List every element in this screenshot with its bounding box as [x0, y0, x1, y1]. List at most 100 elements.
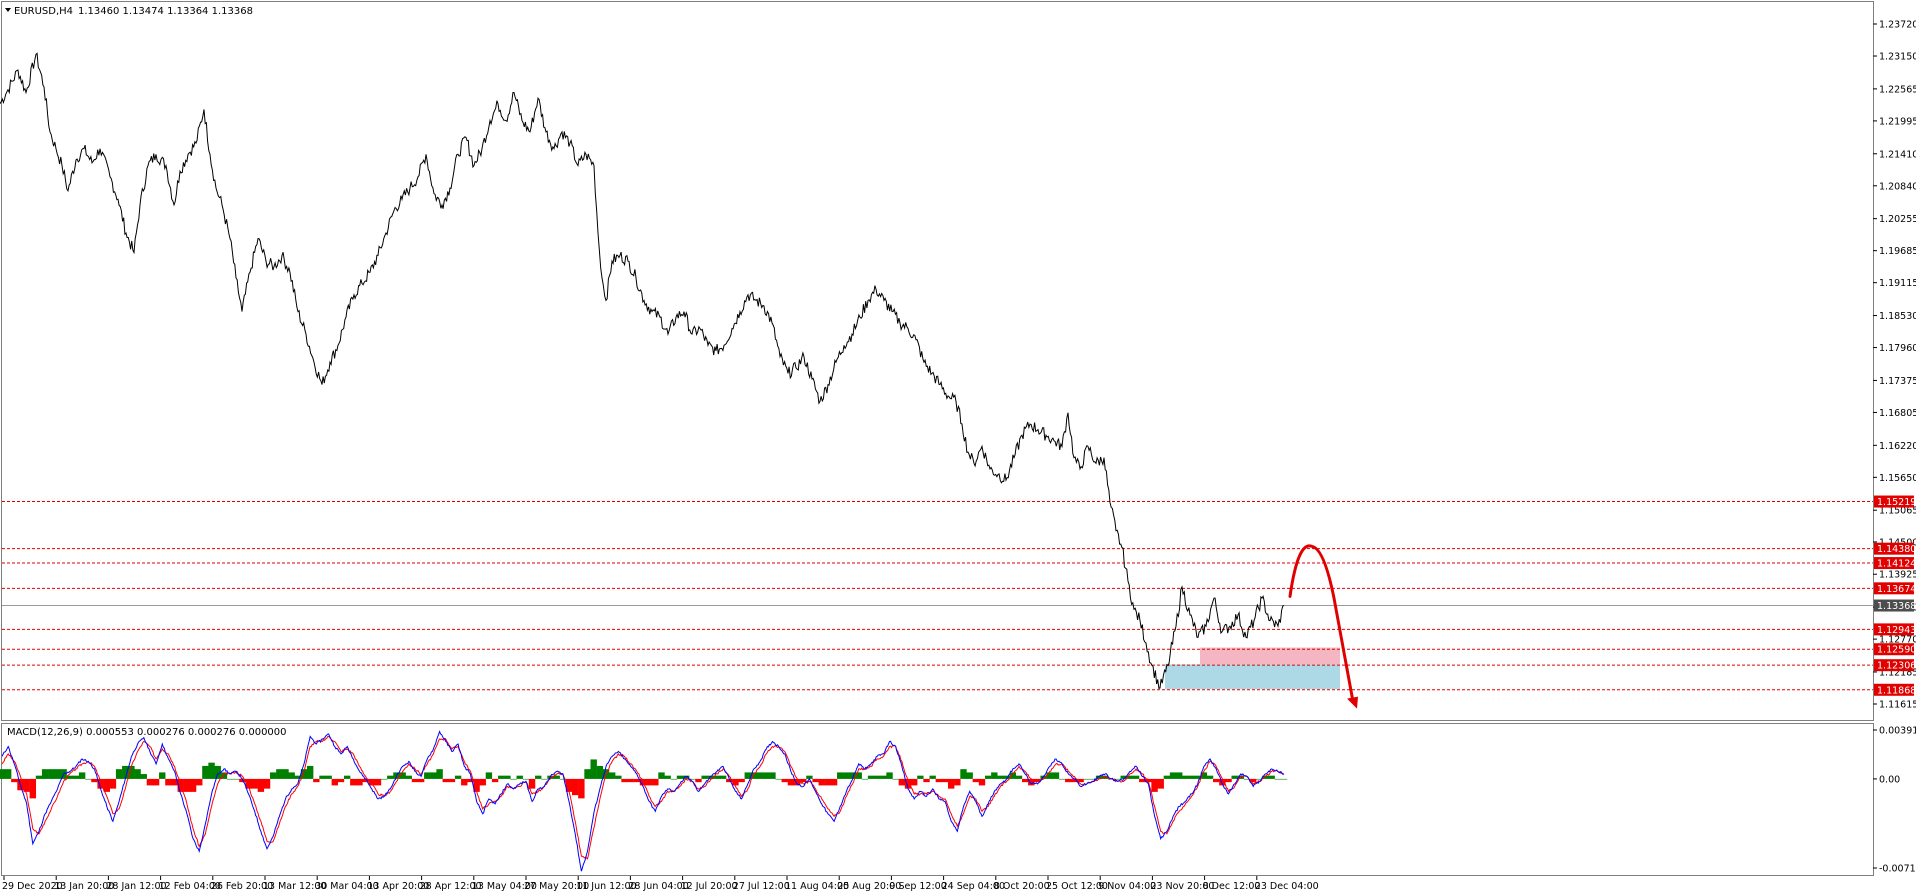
macd-histogram-bar	[1213, 778, 1220, 783]
price-tick-label: 1.20840	[1879, 181, 1916, 192]
macd-histogram-bar	[676, 775, 684, 779]
macd-histogram-bar	[1040, 775, 1047, 779]
macd-histogram-bar	[781, 778, 788, 783]
macd-histogram-bar	[806, 775, 813, 779]
macd-histogram-bar	[744, 772, 751, 779]
macd-histogram-bar	[485, 772, 493, 779]
macd-histogram-bar	[1077, 778, 1084, 783]
time-tick-label: 28 Jun 04:00	[628, 881, 688, 892]
time-tick-label: 13 May 04:00	[472, 881, 537, 892]
macd-histogram-bar	[183, 778, 191, 792]
macd-histogram-bar	[1200, 772, 1208, 779]
macd-histogram-bar	[978, 778, 986, 786]
macd-histogram-bar	[257, 778, 265, 792]
level-tag	[1874, 557, 1914, 570]
macd-histogram-bar	[1065, 778, 1072, 783]
price-tick-label: 1.19115	[1879, 278, 1916, 289]
level-tag-label: 1.13368	[1877, 601, 1916, 612]
macd-histogram-bar	[954, 778, 961, 786]
price-tick-label: 1.21995	[1879, 116, 1916, 127]
time-tick-label: 12 Jul 20:00	[681, 881, 738, 892]
macd-histogram-bar	[1120, 775, 1127, 779]
macd-histogram-bar	[1169, 772, 1177, 779]
price-tick-label: 1.16220	[1879, 441, 1916, 452]
macd-histogram-bar	[374, 778, 382, 786]
macd-histogram-bar	[1206, 775, 1214, 779]
macd-histogram-bar	[596, 765, 604, 779]
time-tick-label: 24 Sep 04:00	[942, 881, 1005, 892]
level-tag-label: 1.11868	[1877, 685, 1916, 696]
macd-histogram-bar	[522, 778, 530, 780]
price-tick-label: 1.17375	[1879, 376, 1916, 387]
macd-histogram-bar	[331, 778, 339, 786]
macd-histogram-bar	[461, 778, 468, 786]
macd-histogram-bar	[923, 778, 930, 783]
macd-histogram-bar	[356, 778, 363, 786]
price-tick-label: 1.15650	[1879, 473, 1916, 484]
macd-histogram-bar	[115, 769, 123, 779]
price-layer	[0, 52, 1285, 690]
macd-histogram-bar	[23, 778, 30, 792]
macd-histogram-bar	[664, 775, 671, 779]
level-tag-label: 1.12943	[1877, 625, 1916, 636]
price-tick-label: 1.23150	[1879, 52, 1916, 63]
macd-histogram-bar	[769, 772, 776, 779]
macd-histogram-bar	[1021, 778, 1029, 783]
level-tag	[1874, 542, 1914, 555]
macd-histogram-bar	[424, 772, 431, 779]
macd-axis: 0.003919 0.00 -0.00714	[1873, 726, 1916, 875]
zones-layer	[1165, 647, 1340, 690]
macd-histogram-bar	[387, 775, 394, 779]
level-tag	[1874, 582, 1914, 595]
macd-histogram-bar	[910, 778, 918, 786]
macd-histogram-bar	[337, 778, 345, 783]
macd-histogram-bar	[325, 775, 332, 779]
time-tick-label: 27 May 20:00	[524, 881, 589, 892]
macd-histogram-bar	[843, 772, 850, 779]
macd-histogram-bar	[1280, 778, 1288, 780]
macd-histogram-bar	[54, 769, 61, 779]
price-tick-label: 1.11615	[1879, 700, 1916, 711]
macd-histogram-bar	[368, 778, 376, 786]
macd-histogram-bar	[707, 775, 714, 779]
macd-histogram-bar	[645, 778, 653, 786]
symbol-menu-icon[interactable]	[5, 8, 11, 12]
macd-histogram-bar	[608, 772, 616, 779]
macd-histogram-bar	[861, 778, 869, 780]
macd-histogram-bar	[837, 772, 844, 779]
current-price-tag	[1874, 599, 1914, 612]
macd-histogram-bar	[313, 778, 320, 783]
macd-tick-label: 0.00	[1879, 774, 1900, 785]
time-tick-label: 13 Jan 20:00	[54, 881, 114, 892]
macd-histogram-bar	[719, 775, 727, 779]
macd-histogram-bar	[528, 778, 536, 789]
price-tick-label: 1.20255	[1879, 214, 1916, 225]
macd-histogram-bar	[72, 775, 80, 779]
macd-histogram-bar	[1225, 778, 1232, 783]
macd-histogram-bar	[103, 778, 110, 792]
macd-histogram-bar	[319, 775, 326, 779]
macd-histogram-bar	[849, 772, 856, 779]
macd-histogram-bar	[4, 769, 12, 779]
macd-histogram-bar	[1262, 775, 1269, 779]
level-tag	[1874, 683, 1914, 696]
macd-histogram-bar	[1102, 775, 1109, 779]
macd-histogram-bar	[880, 775, 887, 779]
macd-histogram-bar	[1089, 778, 1097, 780]
macd-histogram-bar	[935, 778, 943, 783]
macd-histogram-bar	[91, 778, 98, 783]
macd-histogram-bar	[442, 778, 449, 783]
macd-histogram-bar	[48, 769, 55, 779]
macd-histogram-bar	[405, 775, 412, 779]
macd-histogram-bar	[1163, 775, 1171, 779]
macd-histogram-bar	[1028, 778, 1035, 786]
macd-histogram-bar	[448, 778, 456, 783]
macd-histogram-bar	[202, 765, 209, 779]
macd-histogram-bar	[1237, 775, 1245, 779]
macd-histogram-bar	[1219, 778, 1226, 786]
macd-histogram-bar	[867, 775, 875, 779]
macd-histogram-bar	[516, 775, 523, 779]
macd-histogram-bar	[633, 778, 641, 783]
level-tag-label: 1.14380	[1877, 544, 1916, 555]
